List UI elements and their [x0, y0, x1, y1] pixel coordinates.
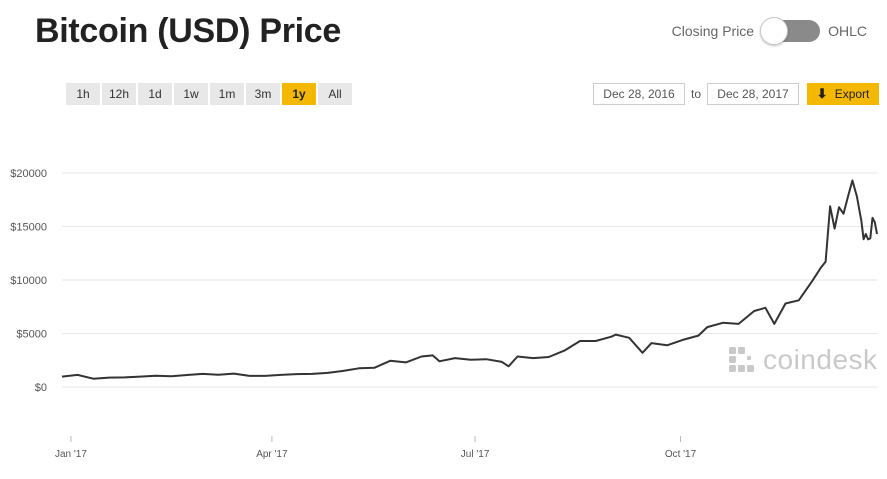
- y-axis-ticks: $0 $5000 $10000 $15000 $20000: [10, 168, 47, 394]
- range-button-1y[interactable]: 1y: [282, 83, 316, 105]
- range-button-12h[interactable]: 12h: [102, 83, 136, 105]
- export-label: Export: [834, 87, 870, 101]
- y-tick-label: $15000: [10, 222, 47, 234]
- x-tick-label: Jul '17: [461, 449, 490, 460]
- x-axis-ticks: Jan '17 Apr '17 Jul '17 Oct '17: [55, 436, 697, 460]
- price-series-line: [61, 179, 878, 380]
- switch-knob: [760, 17, 789, 45]
- range-button-all[interactable]: All: [318, 83, 352, 105]
- page-title: Bitcoin (USD) Price: [35, 12, 342, 50]
- coindesk-logo-icon: [729, 347, 754, 372]
- x-tick-label: Oct '17: [665, 449, 697, 460]
- ohlc-label: OHLC: [828, 23, 867, 39]
- range-button-1h[interactable]: 1h: [66, 83, 100, 105]
- end-date-input[interactable]: [707, 83, 799, 105]
- coindesk-watermark: coindesk: [727, 344, 878, 376]
- x-tick-label: Apr '17: [256, 449, 288, 460]
- range-button-3m[interactable]: 3m: [246, 83, 280, 105]
- start-date-input[interactable]: [592, 83, 685, 105]
- x-tick-label: Jan '17: [55, 449, 87, 460]
- grid-lines: [62, 172, 877, 388]
- date-range-separator: to: [690, 87, 701, 101]
- y-tick-label: $5000: [16, 329, 47, 341]
- range-button-1m[interactable]: 1m: [210, 83, 244, 105]
- date-range: to ⬇ Export: [592, 83, 879, 105]
- range-button-1w[interactable]: 1w: [174, 83, 208, 105]
- export-button[interactable]: ⬇ Export: [807, 83, 879, 105]
- y-tick-label: $0: [35, 382, 47, 394]
- price-mode-switch[interactable]: [760, 17, 821, 45]
- y-tick-label: $10000: [10, 275, 47, 287]
- y-tick-label: $20000: [10, 168, 47, 180]
- range-button-1d[interactable]: 1d: [138, 83, 172, 105]
- time-range-selector: 1h 12h 1d 1w 1m 3m 1y All: [66, 83, 352, 105]
- download-arrow-icon: ⬇: [816, 86, 828, 101]
- price-mode-toggle: Closing Price OHLC: [671, 17, 867, 45]
- price-chart: $0 $5000 $10000 $15000 $20000 Jan '17 Apr '17…: [10, 168, 878, 460]
- closing-price-label: Closing Price: [671, 23, 755, 39]
- coindesk-watermark-text: coindesk: [763, 344, 878, 375]
